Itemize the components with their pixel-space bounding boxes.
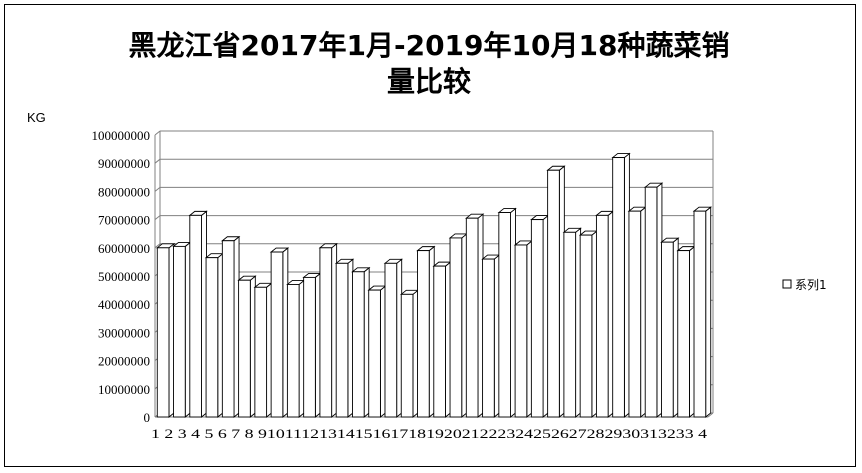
- bar: [221, 235, 241, 418]
- bar: [237, 275, 257, 418]
- bar-front-face: [612, 157, 625, 418]
- bar: [530, 214, 550, 418]
- bar: [660, 237, 680, 418]
- bar-front-face: [270, 251, 284, 418]
- bar: [253, 282, 273, 418]
- chart-title-line-2: 量比较: [387, 65, 471, 98]
- bar: [562, 227, 582, 418]
- bar: [676, 245, 696, 418]
- bar-front-face: [352, 271, 365, 418]
- bar: [286, 279, 306, 418]
- bar-front-face: [449, 237, 463, 418]
- bar-front-face: [661, 241, 674, 418]
- legend-swatch: [782, 279, 792, 289]
- bar-front-face: [238, 279, 251, 418]
- bar-front-face: [368, 289, 381, 418]
- bar-chart: 黑龙江省2017年1月-2019年10月18种蔬菜销 量比较 KG 0 10000…: [27, 29, 827, 441]
- bar-front-face: [530, 219, 544, 418]
- bar-front-face: [254, 286, 268, 418]
- bar-front-face: [628, 210, 642, 418]
- bar-front-face: [417, 250, 430, 418]
- y-tick-label: 30000000: [98, 325, 150, 340]
- bar-front-face: [319, 247, 333, 418]
- bar-front-face: [189, 214, 202, 418]
- chart-title-line-1: 黑龙江省2017年1月-2019年10月18种蔬菜销: [129, 29, 730, 62]
- bar-front-face: [156, 247, 170, 418]
- bar-front-face: [384, 262, 398, 418]
- y-tick-label: 70000000: [98, 213, 150, 228]
- y-axis-unit-label: KG: [27, 110, 46, 125]
- bar: [416, 245, 436, 418]
- gridline-side: [154, 130, 161, 136]
- bar-front-face: [514, 244, 528, 418]
- bar: [465, 213, 485, 418]
- bar-front-face: [400, 293, 414, 418]
- bar: [269, 247, 290, 418]
- bars: [155, 152, 713, 418]
- bar-front-face: [693, 210, 707, 418]
- bar-front-face: [286, 284, 300, 418]
- y-tick-label: 80000000: [98, 184, 150, 199]
- bar: [302, 272, 322, 418]
- bar: [383, 258, 403, 418]
- bar: [172, 241, 192, 418]
- bar-front-face: [498, 212, 511, 418]
- bar: [546, 165, 566, 418]
- legend-label: 系列1: [795, 278, 827, 292]
- bar-front-face: [205, 257, 219, 418]
- bar-front-face: [644, 186, 658, 418]
- bar: [497, 207, 517, 418]
- y-tick-label: 60000000: [98, 241, 150, 256]
- bar: [692, 206, 713, 418]
- bar-front-face: [563, 231, 577, 418]
- bar-side-face: [705, 206, 712, 418]
- y-tick-label: 0: [144, 410, 151, 425]
- bar: [351, 266, 371, 418]
- gridline-side: [154, 187, 161, 192]
- bar: [595, 210, 615, 418]
- bar: [334, 258, 355, 418]
- y-tick-labels: 0 10000000 20000000 30000000 40000000 5000000…: [92, 128, 151, 425]
- chart-frame: 黑龙江省2017年1月-2019年10月18种蔬菜销 量比较 KG 0 10000…: [4, 4, 856, 467]
- bar: [643, 182, 664, 418]
- bar: [318, 242, 338, 418]
- bar-front-face: [173, 245, 186, 418]
- bar-front-face: [465, 217, 479, 418]
- bar-front-face: [433, 265, 446, 418]
- bar: [399, 289, 420, 418]
- bar-front-face: [547, 169, 560, 418]
- bar: [432, 261, 452, 418]
- bar: [578, 230, 599, 418]
- bar-front-face: [482, 258, 495, 418]
- bar-front-face: [595, 214, 609, 418]
- bar-front-face: [221, 240, 235, 418]
- bar: [513, 240, 534, 418]
- y-tick-label: 40000000: [98, 297, 150, 312]
- y-tick-label: 50000000: [98, 269, 150, 284]
- gridline-side: [154, 158, 161, 164]
- bar: [611, 152, 631, 418]
- bar-front-face: [677, 250, 690, 418]
- bar: [627, 206, 647, 418]
- bar: [367, 285, 387, 418]
- y-tick-label: 10000000: [98, 382, 150, 397]
- bar-front-face: [579, 234, 593, 418]
- y-tick-label: 20000000: [98, 354, 150, 369]
- bar: [448, 232, 469, 418]
- gridline-side: [154, 243, 161, 249]
- bar-front-face: [335, 262, 349, 418]
- y-tick-label: 100000000: [92, 128, 151, 143]
- gridline-side: [154, 215, 161, 220]
- bar: [188, 210, 208, 418]
- bar: [155, 242, 176, 418]
- y-tick-label: 90000000: [98, 156, 150, 171]
- axis-wall-line: [707, 412, 714, 418]
- bar: [204, 252, 225, 418]
- x-axis-category-labels: 1 2 3 4 5 6 7 8 910111213141516171819202…: [151, 426, 708, 441]
- bar: [481, 254, 501, 418]
- bar-front-face: [303, 276, 316, 418]
